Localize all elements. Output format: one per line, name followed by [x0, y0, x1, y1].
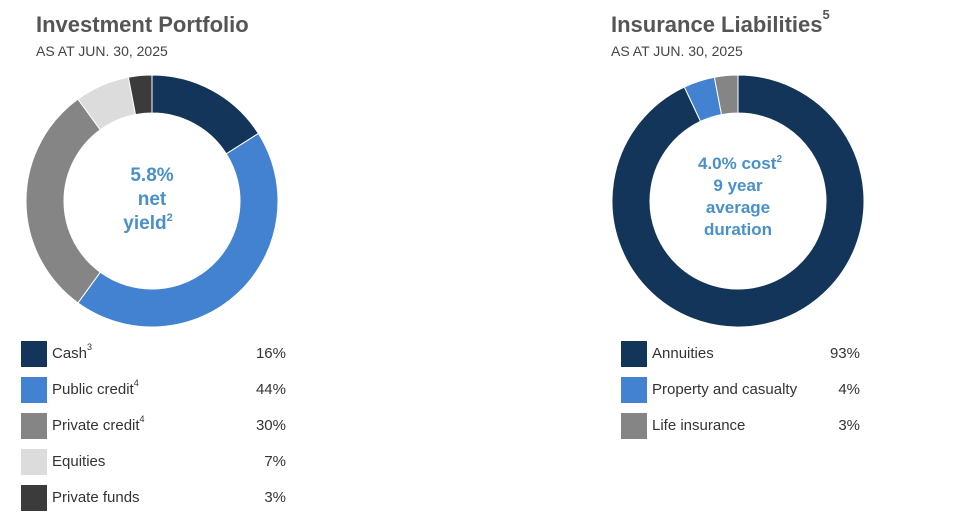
legend-value: 44% — [255, 381, 286, 398]
legend-swatch — [21, 449, 47, 475]
center-cost-value: 4.0% cost — [698, 154, 777, 173]
center-cost-sup: 2 — [776, 154, 782, 165]
legend-value: 3% — [838, 417, 860, 434]
donut-slice-annuities — [611, 74, 865, 328]
legend-swatch — [21, 377, 47, 403]
legend-swatch — [621, 341, 647, 367]
legend-swatch — [21, 413, 47, 439]
legend-swatch — [621, 377, 647, 403]
legend-label: Property and casualty — [652, 381, 798, 398]
insurance-liabilities-donut: 4.0% cost2 9 year average duration — [611, 74, 865, 328]
investment-portfolio-donut: 5.8% net yield2 — [25, 74, 279, 328]
chart-title-text: Insurance Liabilities — [611, 12, 823, 37]
donut-slices — [25, 74, 279, 328]
donut-slices — [611, 74, 865, 328]
legend-value: 7% — [264, 453, 286, 470]
legend-label-text: Private credit — [52, 417, 140, 434]
center-yield-sup: 2 — [167, 212, 173, 224]
legend-label: Equities — [52, 453, 105, 470]
legend-label-text: Cash — [52, 345, 88, 362]
legend-label-text: Private funds — [52, 489, 140, 506]
legend-label-sup: 4 — [139, 414, 145, 424]
legend-value: 16% — [255, 345, 286, 362]
legend-row-private-funds: Private funds 3% — [21, 485, 286, 511]
center-yield-word: yield — [123, 213, 166, 234]
legend-value: 3% — [264, 489, 286, 506]
center-yield-line2: net — [138, 189, 167, 210]
center-duration-line3: average — [706, 198, 770, 217]
center-yield-line3: yield2 — [123, 212, 172, 234]
legend-label: Life insurance — [652, 417, 746, 434]
legend-row-equities: Equities 7% — [21, 449, 286, 475]
donut-slice-public-credit — [77, 132, 279, 328]
legend-swatch — [621, 413, 647, 439]
legend-label: Cash3 — [52, 342, 93, 362]
legend-swatch — [21, 341, 47, 367]
chart-title-sup: 5 — [822, 7, 830, 22]
legend-row-annuities: Annuities 93% — [621, 341, 860, 367]
legend-row-public-credit: Public credit4 44% — [21, 377, 286, 403]
legend-label-sup: 4 — [133, 378, 139, 388]
legend-label: Public credit4 — [52, 378, 139, 398]
center-yield-value: 5.8% — [130, 165, 173, 186]
chart-title: Insurance Liabilities5 — [611, 7, 830, 38]
legend-label: Private credit4 — [52, 414, 145, 434]
investment-portfolio-panel: Investment Portfolio AS AT JUN. 30, 2025… — [0, 0, 470, 524]
legend-label: Annuities — [652, 345, 714, 362]
legend-value: 30% — [255, 417, 286, 434]
legend-row-cash: Cash3 16% — [21, 341, 286, 367]
legend-row-life-insurance: Life insurance 3% — [621, 413, 860, 439]
chart-title: Investment Portfolio — [36, 12, 249, 38]
legend-label-text: Equities — [52, 453, 106, 470]
center-duration-line4: duration — [704, 220, 772, 239]
donut-slice-private-funds — [127, 74, 153, 116]
donut-slice-private-credit — [25, 98, 101, 304]
donut-slice-life-insurance — [713, 74, 739, 116]
center-cost-line1: 4.0% cost2 — [698, 154, 782, 173]
legend-value: 4% — [838, 381, 860, 398]
center-duration-line2: 9 year — [713, 176, 763, 195]
legend-row-property-and-casualty: Property and casualty 4% — [621, 377, 860, 403]
chart-subtitle: AS AT JUN. 30, 2025 — [611, 43, 743, 59]
legend-swatch — [21, 485, 47, 511]
insurance-liabilities-panel: Insurance Liabilities5 AS AT JUN. 30, 20… — [590, 0, 955, 524]
chart-title-text: Investment Portfolio — [36, 12, 249, 37]
donut-slice-cash — [151, 74, 260, 155]
legend-label: Private funds — [52, 489, 140, 506]
legend-label-text: Public credit — [52, 381, 134, 398]
legend-label-sup: 3 — [87, 342, 93, 352]
legend-row-private-credit: Private credit4 30% — [21, 413, 286, 439]
legend-value: 93% — [829, 345, 860, 362]
chart-subtitle: AS AT JUN. 30, 2025 — [36, 43, 168, 59]
